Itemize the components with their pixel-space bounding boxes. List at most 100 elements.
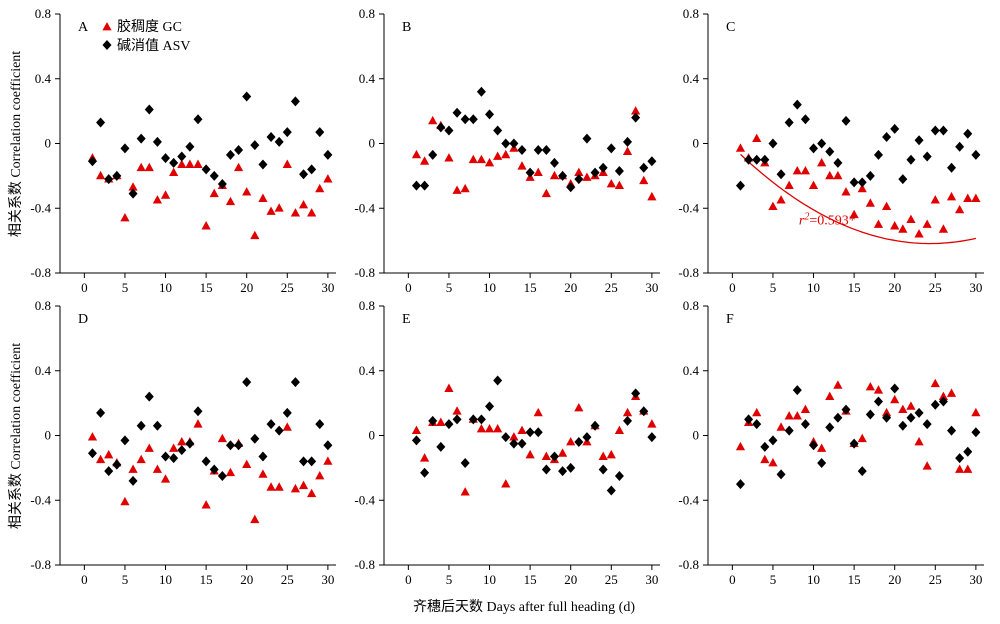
asv-point bbox=[865, 170, 875, 181]
gc-point bbox=[144, 162, 154, 172]
panel-b: -0.8 -0.4 0 0.4 0.8 0 5 10 15 20 25 30 B bbox=[354, 6, 660, 295]
gc-point bbox=[468, 154, 478, 164]
asv-point bbox=[452, 107, 462, 118]
gc-point bbox=[873, 219, 884, 228]
asv-point bbox=[193, 406, 203, 417]
asv-point bbox=[299, 169, 309, 180]
x-tick-label: 15 bbox=[200, 280, 213, 295]
gc-point bbox=[436, 417, 446, 426]
asv-point bbox=[177, 445, 187, 456]
gc-point bbox=[95, 454, 106, 464]
gc-point bbox=[938, 391, 949, 401]
asv-point bbox=[955, 453, 965, 464]
asv-point bbox=[817, 138, 827, 149]
x-tick-label: 0 bbox=[81, 572, 88, 587]
gc-point bbox=[768, 458, 778, 467]
asv-point bbox=[890, 383, 900, 394]
asv-point bbox=[161, 153, 171, 164]
asv-point bbox=[307, 456, 317, 467]
y-tick-label: 0 bbox=[369, 428, 376, 443]
asv-point bbox=[598, 162, 608, 173]
asv-point bbox=[258, 159, 268, 170]
panel-c-fit-curve bbox=[740, 153, 977, 245]
gc-point bbox=[315, 470, 325, 480]
asv-point bbox=[525, 427, 535, 438]
gc-point bbox=[104, 449, 114, 459]
gc-point bbox=[460, 183, 470, 193]
gc-point bbox=[282, 159, 292, 168]
asv-point bbox=[225, 149, 235, 160]
y-tick-label: 0.8 bbox=[35, 298, 51, 313]
y-tick-label: -0.4 bbox=[354, 200, 375, 215]
x-tick-label: 5 bbox=[122, 572, 129, 587]
y-tick-label: 0.4 bbox=[35, 363, 52, 378]
asv-point bbox=[242, 377, 252, 388]
asv-point bbox=[533, 427, 543, 438]
gc-point bbox=[614, 180, 625, 189]
gc-point bbox=[160, 190, 171, 199]
x-tick-label: 20 bbox=[888, 572, 901, 587]
y-tick-label: 0.4 bbox=[683, 363, 700, 378]
gc-point bbox=[825, 391, 835, 401]
asv-point bbox=[250, 433, 260, 444]
asv-point bbox=[784, 117, 794, 128]
y-tick-label: -0.4 bbox=[354, 492, 375, 507]
gc-point bbox=[290, 208, 301, 217]
r-symbol: r bbox=[799, 213, 805, 228]
gc-point bbox=[631, 106, 641, 115]
asv-point bbox=[485, 401, 495, 412]
y-tick-label: 0.4 bbox=[683, 71, 700, 86]
asv-point bbox=[307, 164, 317, 175]
asv-point bbox=[217, 470, 227, 481]
asv-point bbox=[776, 169, 786, 180]
asv-point bbox=[428, 415, 438, 426]
gc-point bbox=[881, 201, 892, 211]
asv-point bbox=[744, 414, 754, 425]
y-tick-label: 0.4 bbox=[35, 71, 52, 86]
x-tick-label: 10 bbox=[159, 572, 172, 587]
r-superscript: 2 bbox=[804, 211, 809, 222]
x-tick-label: 20 bbox=[888, 280, 901, 295]
gc-point bbox=[307, 488, 317, 498]
y-tick-label: 0 bbox=[45, 428, 52, 443]
gc-point bbox=[955, 204, 965, 214]
asv-point bbox=[201, 164, 211, 175]
asv-point bbox=[323, 149, 333, 160]
asv-point bbox=[177, 151, 187, 162]
gc-point bbox=[152, 195, 163, 204]
x-tick-label: 5 bbox=[770, 280, 777, 295]
gc-point bbox=[525, 449, 535, 459]
asv-point bbox=[509, 438, 519, 449]
gc-point bbox=[250, 514, 260, 524]
asv-point bbox=[647, 432, 657, 443]
panel-e: -0.8 -0.4 0 0.4 0.8 0 5 10 15 20 25 30 E bbox=[354, 298, 660, 587]
asv-point bbox=[938, 125, 948, 136]
gc-point bbox=[938, 224, 949, 233]
asv-point bbox=[209, 464, 219, 475]
y-tick-label: 0 bbox=[693, 428, 700, 443]
asv-point bbox=[541, 464, 551, 475]
asv-point bbox=[185, 141, 195, 152]
gc-point bbox=[87, 432, 98, 441]
asv-point bbox=[128, 188, 138, 199]
asv-point bbox=[169, 157, 179, 168]
gc-point bbox=[784, 180, 794, 189]
x-tick-label: 30 bbox=[321, 280, 334, 295]
x-tick-label: 20 bbox=[564, 572, 577, 587]
y-tick-label: -0.8 bbox=[678, 265, 699, 280]
asv-point bbox=[930, 125, 940, 136]
gc-point bbox=[865, 198, 875, 207]
asv-point bbox=[112, 170, 122, 181]
y-tick-label: 0.8 bbox=[359, 6, 375, 21]
gc-point bbox=[898, 404, 908, 413]
panel-b-label: B bbox=[402, 20, 411, 35]
gc-point bbox=[509, 432, 519, 441]
asv-point bbox=[890, 123, 900, 134]
asv-point bbox=[501, 432, 511, 443]
gc-point bbox=[517, 425, 527, 435]
gc-point bbox=[735, 143, 746, 152]
gc-point bbox=[963, 464, 973, 473]
asv-point bbox=[444, 419, 454, 430]
asv-point bbox=[800, 419, 810, 430]
gc-point bbox=[452, 185, 462, 194]
